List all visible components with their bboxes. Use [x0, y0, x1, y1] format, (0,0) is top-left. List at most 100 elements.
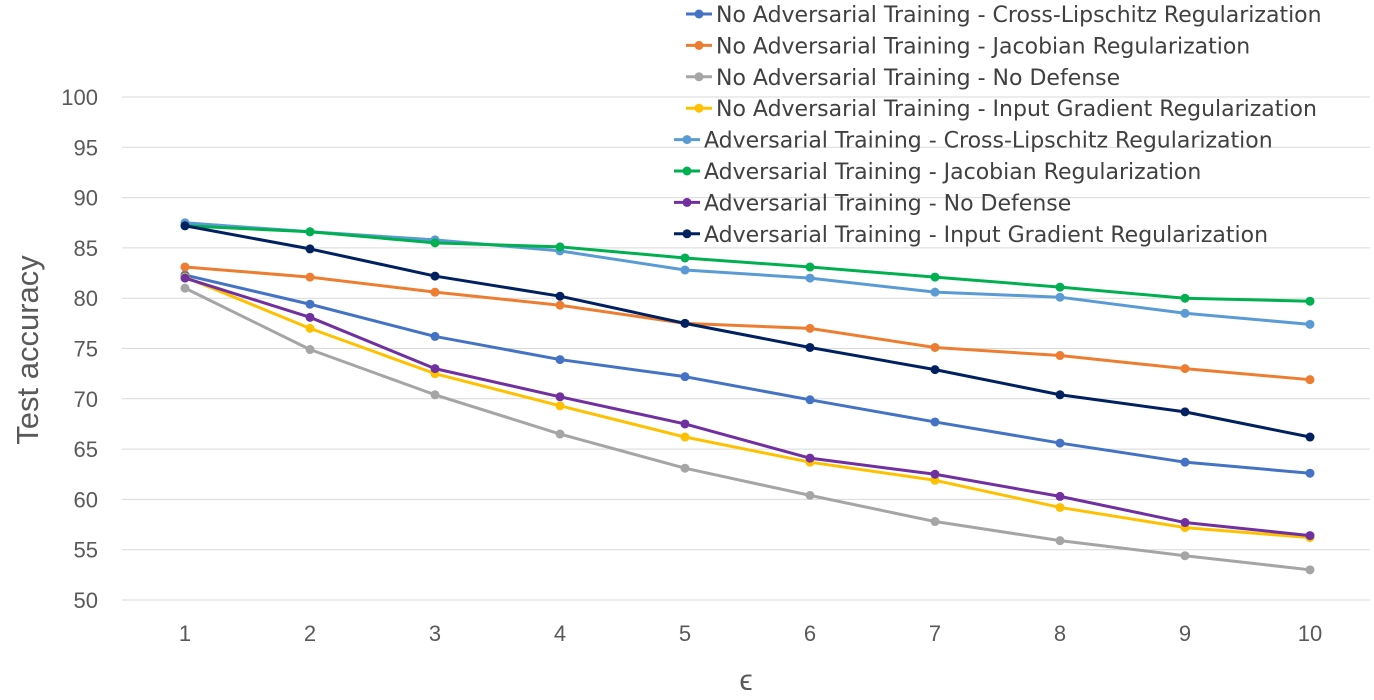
data-point — [680, 253, 690, 263]
data-point — [1180, 364, 1190, 374]
data-point — [805, 262, 815, 272]
legend-swatch-marker — [682, 229, 692, 239]
series-1 — [180, 270, 1315, 478]
y-tick-label: 75 — [74, 337, 98, 362]
legend-item: Adversarial Training - Cross-Lipschitz R… — [674, 129, 1273, 154]
data-point — [1055, 292, 1065, 302]
series-line — [183, 286, 1312, 572]
legend-swatch-marker — [694, 40, 704, 50]
data-point — [805, 323, 815, 333]
data-point — [1055, 351, 1065, 361]
y-tick-label: 95 — [74, 135, 98, 160]
data-point — [1305, 565, 1315, 575]
legend-item: No Adversarial Training - Jacobian Regul… — [686, 34, 1250, 59]
data-point — [305, 312, 315, 322]
legend-swatch-marker — [694, 103, 704, 113]
data-point — [555, 300, 565, 310]
legend: No Adversarial Training - Cross-Lipschit… — [674, 3, 1322, 248]
x-tick-label: 5 — [679, 621, 691, 646]
legend-item: Adversarial Training - No Defense — [674, 191, 1071, 216]
data-point — [555, 429, 565, 439]
data-point — [1180, 457, 1190, 467]
data-point — [680, 265, 690, 275]
legend-swatch-marker — [682, 197, 692, 207]
data-point — [430, 331, 440, 341]
y-axis-title: Test accuracy — [10, 255, 45, 445]
data-point — [1180, 407, 1190, 417]
data-point — [930, 517, 940, 527]
data-point — [180, 273, 190, 283]
data-point — [305, 345, 315, 355]
data-point — [305, 272, 315, 282]
data-point — [1305, 468, 1315, 478]
legend-label: No Adversarial Training - Input Gradient… — [716, 97, 1317, 122]
data-point — [1055, 502, 1065, 512]
y-tick-label: 100 — [61, 85, 98, 110]
data-point — [1180, 551, 1190, 561]
legend-label: No Adversarial Training - Cross-Lipschit… — [716, 3, 1322, 28]
data-point — [680, 432, 690, 442]
data-point — [680, 419, 690, 429]
x-tick-label: 4 — [554, 621, 566, 646]
data-point — [680, 463, 690, 473]
data-point — [1055, 536, 1065, 546]
data-point — [555, 401, 565, 411]
series-3 — [180, 283, 1315, 575]
data-point — [430, 271, 440, 281]
legend-swatch-marker — [694, 72, 704, 82]
x-tick-label: 8 — [1054, 621, 1066, 646]
x-tick-label: 10 — [1298, 621, 1322, 646]
data-point — [555, 242, 565, 252]
series-line — [183, 265, 1312, 382]
data-point — [305, 244, 315, 254]
legend-item: No Adversarial Training - No Defense — [686, 66, 1120, 91]
data-point — [555, 355, 565, 365]
data-point — [430, 390, 440, 400]
data-point — [555, 392, 565, 402]
legend-item: Adversarial Training - Jacobian Regulari… — [674, 160, 1201, 185]
y-axis-tick-labels: 50 55 60 65 70 75 80 85 90 95 100 — [61, 85, 98, 613]
y-tick-label: 50 — [74, 588, 98, 613]
legend-label: Adversarial Training - Cross-Lipschitz R… — [704, 129, 1273, 154]
data-point — [1055, 390, 1065, 400]
series-line — [183, 276, 1312, 538]
data-point — [180, 262, 190, 272]
legend-swatch-marker — [682, 135, 692, 145]
data-point — [1055, 282, 1065, 292]
y-tick-label: 90 — [74, 186, 98, 211]
x-axis-title: ϵ — [739, 664, 752, 697]
series-8 — [180, 221, 1315, 442]
data-point — [1305, 319, 1315, 329]
data-point — [555, 291, 565, 301]
data-point — [1180, 308, 1190, 318]
legend-item: No Adversarial Training - Input Gradient… — [686, 97, 1317, 122]
x-tick-label: 3 — [429, 621, 441, 646]
data-point — [680, 318, 690, 328]
x-tick-label: 9 — [1179, 621, 1191, 646]
data-point — [1305, 531, 1315, 541]
data-point — [930, 469, 940, 479]
y-tick-label: 55 — [74, 538, 98, 563]
data-point — [1180, 518, 1190, 528]
legend-swatch-marker — [682, 166, 692, 176]
gridlines — [122, 96, 1370, 601]
data-point — [805, 490, 815, 500]
x-tick-label: 2 — [304, 621, 316, 646]
series-6 — [180, 221, 1315, 306]
data-point — [305, 227, 315, 237]
legend-swatch-marker — [694, 9, 704, 19]
data-point — [1305, 296, 1315, 306]
data-point — [1305, 375, 1315, 385]
series-2 — [180, 262, 1315, 385]
series-7 — [180, 273, 1315, 541]
x-tick-label: 6 — [804, 621, 816, 646]
data-point — [1055, 491, 1065, 501]
data-point — [805, 342, 815, 352]
legend-label: Adversarial Training - Jacobian Regulari… — [704, 160, 1201, 185]
legend-item: No Adversarial Training - Cross-Lipschit… — [686, 3, 1322, 28]
x-axis-tick-labels: 1 2 3 4 5 6 7 8 9 10 — [179, 621, 1322, 646]
series-line — [183, 273, 1312, 475]
legend-label: Adversarial Training - No Defense — [704, 191, 1071, 216]
data-point — [305, 323, 315, 333]
